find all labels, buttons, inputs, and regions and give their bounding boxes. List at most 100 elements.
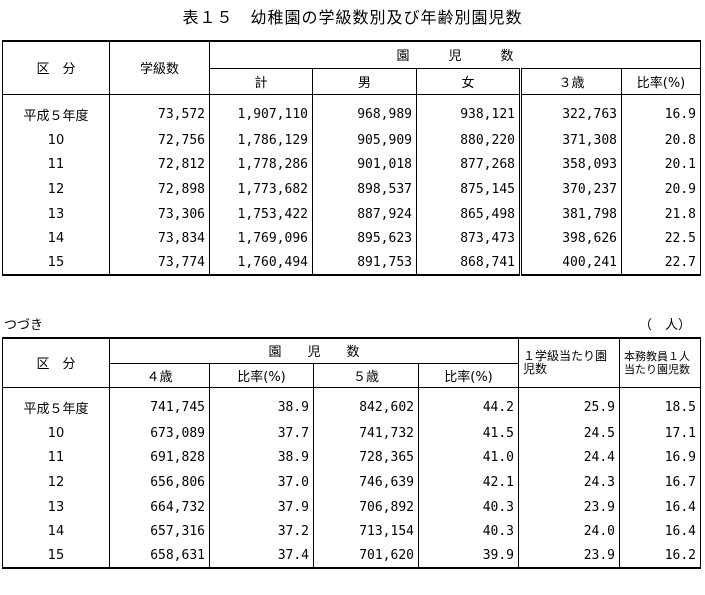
table-cell: 741,745 [109,387,210,421]
table-cell: 24.4 [518,445,621,470]
table-cell: 37.7 [209,421,314,445]
table-cell: 895,623 [312,226,417,251]
header-ratio5: 比率(%) [417,362,520,388]
table-cell: 38.9 [209,445,314,470]
header-kubun: 区 分 [2,337,110,388]
table-cell: 1,907,110 [209,94,313,128]
row-label: 14 [2,519,110,544]
table-cell: 741,732 [313,421,419,445]
table-cell: 16.4 [619,519,702,544]
header-enji-group: 園 児 数 [209,40,701,69]
table-row: 12 656,806 37.0 746,639 42.1 24.3 16.7 [2,470,702,495]
table-cell: 728,365 [313,445,419,470]
header-age5: ５歳 [313,362,419,388]
table-cell: 873,473 [416,226,521,251]
row-label: 10 [2,421,110,445]
table-row: 15 73,774 1,760,494 891,753 868,741 400,241 22… [2,251,701,276]
table-cell: 22.7 [621,251,701,276]
table-cell: 370,237 [519,177,622,202]
table-cell: 73,834 [109,226,210,251]
table-cell: 865,498 [416,202,521,226]
table-cell: 20.1 [621,152,701,177]
table-cell: 24.0 [518,519,621,544]
table-cell: 1,773,682 [209,177,313,202]
table-cell: 25.9 [518,387,621,421]
header-total: 計 [209,67,313,95]
table-cell: 16.4 [619,495,702,519]
header-age3: ３歳 [519,67,622,95]
table-cell: 398,626 [519,226,622,251]
header-age4: ４歳 [109,362,210,388]
header-female: 女 [416,67,521,95]
table-cell: 37.2 [209,519,314,544]
table-cell: 16.9 [621,94,701,128]
row-label: 12 [2,177,110,202]
table-cell: 701,620 [313,544,419,569]
table-cell: 41.0 [417,445,520,470]
table-cell: 42.1 [417,470,520,495]
table-cell: 24.5 [518,421,621,445]
row-label: 14 [2,226,110,251]
table-row: 11 691,828 38.9 728,365 41.0 24.4 16.9 [2,445,702,470]
table-cell: 73,572 [109,94,210,128]
table-cell: 20.8 [621,128,701,152]
table-cell: 706,892 [313,495,419,519]
table-row: 10 673,089 37.7 741,732 41.5 24.5 17.1 [2,421,702,445]
table-cell: 24.3 [518,470,621,495]
table-row: 11 72,812 1,778,286 901,018 877,268 358,093 20… [2,152,701,177]
header-per-teacher: 本務教員１人当たり園児数 [619,337,702,388]
page-title: 表１５ 幼稚園の学級数別及び年齢別園児数 [182,8,523,27]
table-cell: 18.5 [619,387,702,421]
table-cell: 875,145 [416,177,521,202]
table-row: 平成５年度 741,745 38.9 842,602 44.2 25.9 18.5 [2,387,702,421]
table-cell: 842,602 [313,387,419,421]
table-cell: 22.5 [621,226,701,251]
table-cell: 1,760,494 [209,251,313,276]
table-cell: 1,786,129 [209,128,313,152]
table-cell: 16.7 [619,470,702,495]
table-cell: 898,537 [312,177,417,202]
continued-label: つづき [4,318,44,333]
row-label: 12 [2,470,110,495]
table-cell: 891,753 [312,251,417,276]
table-cell: 358,093 [519,152,622,177]
table-cell: 1,778,286 [209,152,313,177]
table-cell: 657,316 [109,519,210,544]
table-row: 14 657,316 37.2 713,154 40.3 24.0 16.4 [2,519,702,544]
header-ratio3: 比率(%) [621,67,701,95]
table-cell: 44.2 [417,387,520,421]
table-cell: 16.2 [619,544,702,569]
unit-label: （ 人） [638,318,691,333]
table-cell: 746,639 [313,470,419,495]
row-label: 11 [2,445,110,470]
table-row: 10 72,756 1,786,129 905,909 880,220 371,308 20… [2,128,701,152]
table-cell: 968,989 [312,94,417,128]
table-cell: 905,909 [312,128,417,152]
kindergarten-table-main: 区 分 学級数 園 児 数 計 男 女 ３歳 比率(%) 平成５年度 73,572… [2,40,701,276]
table-cell: 41.5 [417,421,520,445]
table-cell: 880,220 [416,128,521,152]
table-cell: 23.9 [518,495,621,519]
table-cell: 72,812 [109,152,210,177]
table-cell: 400,241 [519,251,622,276]
table-cell: 938,121 [416,94,521,128]
row-label: 15 [2,251,110,276]
header-per-class: １学級当たり園児数 [518,337,621,388]
table-cell: 37.4 [209,544,314,569]
table-cell: 37.0 [209,470,314,495]
header-male: 男 [312,67,417,95]
table-cell: 371,308 [519,128,622,152]
table-row: 平成５年度 73,572 1,907,110 968,989 938,121 322,76… [2,94,701,128]
table-cell: 17.1 [619,421,702,445]
row-label: 平成５年度 [2,387,110,421]
table-cell: 37.9 [209,495,314,519]
table-cell: 40.3 [417,519,520,544]
table-cell: 713,154 [313,519,419,544]
kindergarten-table-continued: 区 分 園 児 数 １学級当たり園児数 本務教員１人当たり園児数 ４歳 比率(%… [2,337,702,569]
row-label: 10 [2,128,110,152]
table-cell: 887,924 [312,202,417,226]
table-cell: 1,753,422 [209,202,313,226]
table-row: 13 73,306 1,753,422 887,924 865,498 381,798 21… [2,202,701,226]
row-label: 13 [2,495,110,519]
table-cell: 21.8 [621,202,701,226]
